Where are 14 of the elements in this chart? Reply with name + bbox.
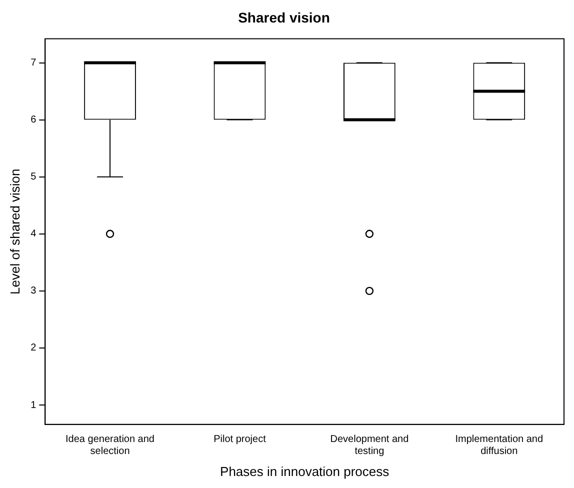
x-tick-label: Pilot project [214, 434, 266, 446]
y-axis-title: Level of shared vision [7, 168, 22, 294]
y-tick-label: 2 [30, 342, 37, 354]
x-axis-title: Phases in innovation process [220, 464, 390, 479]
x-tick-label: Implementation and diffusion [455, 434, 544, 458]
y-tick-label: 7 [30, 58, 37, 69]
x-tick-label: Idea generation and selection [66, 434, 154, 458]
y-tick-label: 4 [30, 228, 37, 240]
y-tick-label: 6 [30, 114, 37, 126]
x-tick-label: Development and testing [330, 434, 409, 458]
y-tick-label: 5 [30, 172, 37, 183]
y-tick-label: 3 [30, 286, 37, 297]
chart-title: Shared vision [238, 9, 330, 26]
y-tick-label: 1 [30, 400, 37, 411]
